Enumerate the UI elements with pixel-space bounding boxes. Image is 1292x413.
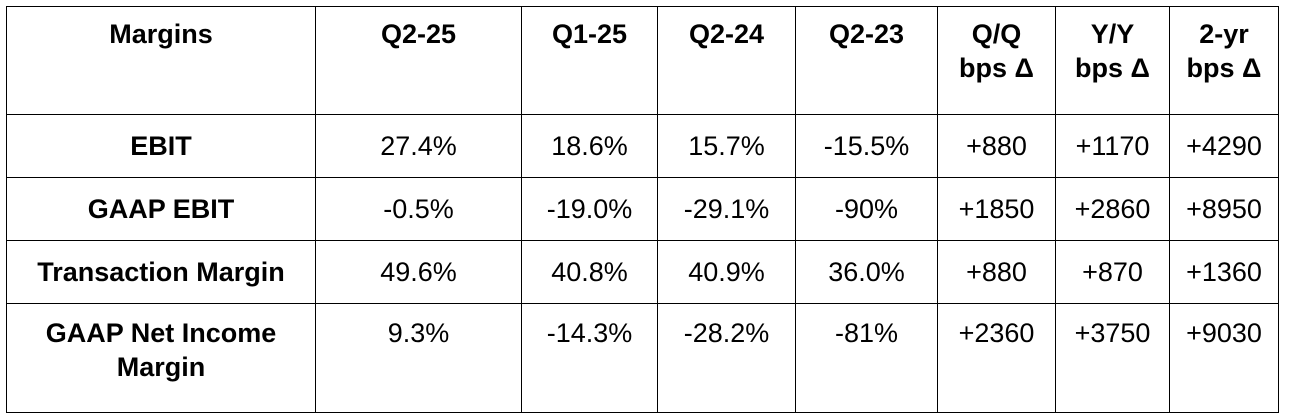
table-cell: +880 [937, 240, 1056, 304]
table-cell: -14.3% [521, 303, 658, 413]
header-q2-25: Q2-25 [315, 6, 522, 115]
table-cell: -0.5% [315, 177, 522, 241]
row-label: GAAP EBIT [6, 177, 316, 241]
table-cell: +9030 [1169, 303, 1279, 413]
table-cell: -15.5% [795, 114, 938, 178]
header-row: Margins Q2-25 Q1-25 Q2-24 Q2-23 Q/Q bps Δ… [6, 6, 1279, 115]
table-cell: -19.0% [521, 177, 658, 241]
table-cell: +870 [1055, 240, 1170, 304]
row-label: GAAP Net Income Margin [6, 303, 316, 413]
table-row-gaap-net-income-margin: GAAP Net Income Margin 9.3% -14.3% -28.2%… [6, 303, 1279, 413]
header-q1-25: Q1-25 [521, 6, 658, 115]
table-cell: -81% [795, 303, 938, 413]
header-q2-24: Q2-24 [657, 6, 796, 115]
table-cell: -29.1% [657, 177, 796, 241]
table-cell: +8950 [1169, 177, 1279, 241]
header-qq-bps: Q/Q bps Δ [937, 6, 1056, 115]
row-label: Transaction Margin [6, 240, 316, 304]
table-row-gaap-ebit: GAAP EBIT -0.5% -19.0% -29.1% -90% +1850… [6, 177, 1279, 241]
table-cell: 49.6% [315, 240, 522, 304]
margins-table: Margins Q2-25 Q1-25 Q2-24 Q2-23 Q/Q bps Δ… [6, 6, 1279, 413]
table-row-ebit: EBIT 27.4% 18.6% 15.7% -15.5% +880 +1170… [6, 114, 1279, 178]
table-cell: +1170 [1055, 114, 1170, 178]
margins-table-container: Margins Q2-25 Q1-25 Q2-24 Q2-23 Q/Q bps Δ… [6, 6, 1279, 413]
table-cell: +4290 [1169, 114, 1279, 178]
table-cell: 27.4% [315, 114, 522, 178]
header-margins: Margins [6, 6, 316, 115]
header-q2-23: Q2-23 [795, 6, 938, 115]
table-cell: 15.7% [657, 114, 796, 178]
table-cell: 40.8% [521, 240, 658, 304]
table-cell: +1850 [937, 177, 1056, 241]
table-row-transaction-margin: Transaction Margin 49.6% 40.8% 40.9% 36.… [6, 240, 1279, 304]
table-cell: -28.2% [657, 303, 796, 413]
header-yy-bps: Y/Y bps Δ [1055, 6, 1170, 115]
table-cell: +880 [937, 114, 1056, 178]
row-label: EBIT [6, 114, 316, 178]
table-cell: 18.6% [521, 114, 658, 178]
table-cell: +2360 [937, 303, 1056, 413]
header-2yr-bps: 2-yr bps Δ [1169, 6, 1279, 115]
table-cell: -90% [795, 177, 938, 241]
table-cell: +1360 [1169, 240, 1279, 304]
table-cell: 36.0% [795, 240, 938, 304]
table-cell: +2860 [1055, 177, 1170, 241]
table-cell: +3750 [1055, 303, 1170, 413]
table-cell: 9.3% [315, 303, 522, 413]
table-cell: 40.9% [657, 240, 796, 304]
